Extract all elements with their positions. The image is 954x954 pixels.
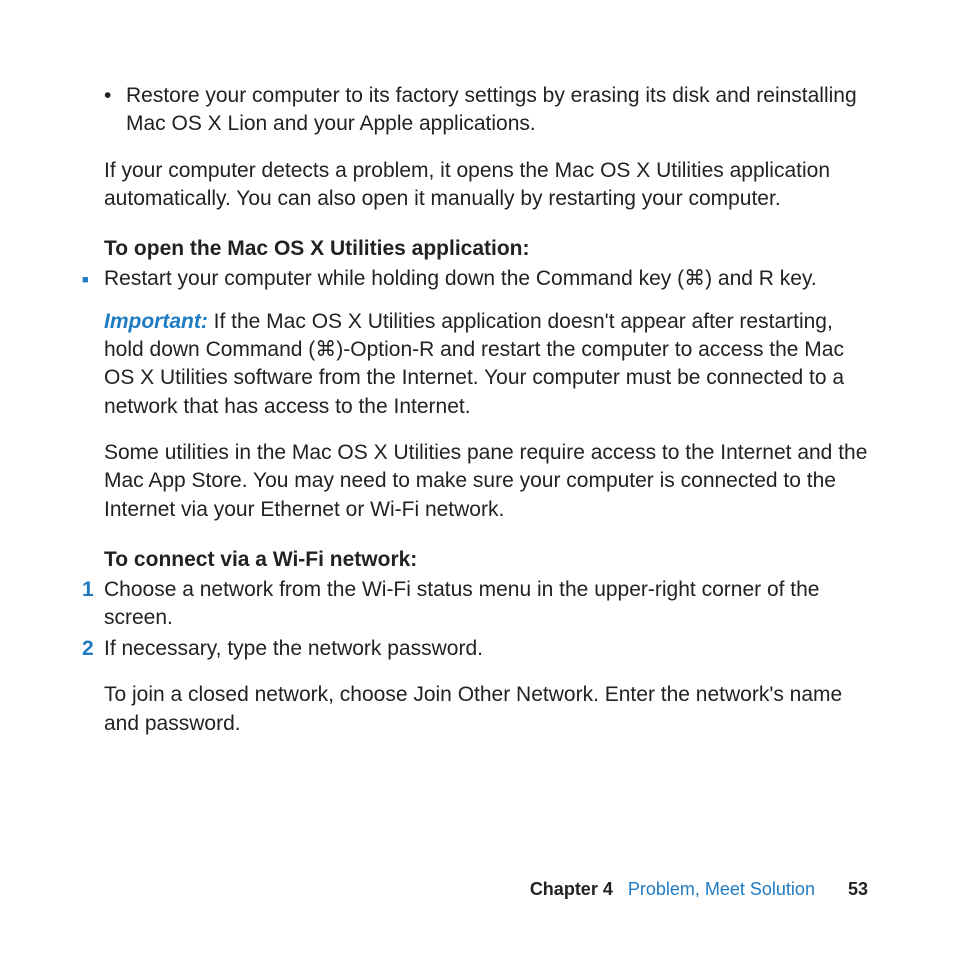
footer-page-number: 53 [848, 879, 868, 899]
step-text: Choose a network from the Wi-Fi status m… [104, 576, 868, 633]
bullet-mark: • [104, 82, 126, 139]
page-footer: Chapter 4 Problem, Meet Solution 53 [530, 879, 868, 900]
paragraph: Some utilities in the Mac OS X Utilities… [104, 439, 868, 524]
square-bullet-text: Restart your computer while holding down… [104, 265, 868, 293]
important-label: Important: [104, 310, 214, 333]
section-heading: To connect via a Wi-Fi network: [104, 548, 868, 572]
square-bullet-icon: ■ [82, 265, 104, 288]
paragraph: If your computer detects a problem, it o… [104, 157, 868, 214]
bullet-text: Restore your computer to its factory set… [126, 82, 868, 139]
document-page: • Restore your computer to its factory s… [0, 0, 954, 954]
important-paragraph: Important: If the Mac OS X Utilities app… [104, 308, 868, 421]
numbered-step: 1 Choose a network from the Wi-Fi status… [82, 576, 868, 633]
step-number: 1 [82, 576, 104, 604]
numbered-step: 2 If necessary, type the network passwor… [82, 635, 868, 663]
footer-title: Problem, Meet Solution [628, 879, 815, 899]
step-number: 2 [82, 635, 104, 663]
bullet-item: • Restore your computer to its factory s… [104, 82, 868, 139]
square-bullet-item: ■ Restart your computer while holding do… [82, 265, 868, 293]
footer-chapter: Chapter 4 [530, 879, 613, 899]
paragraph: To join a closed network, choose Join Ot… [104, 681, 868, 738]
section-heading: To open the Mac OS X Utilities applicati… [104, 237, 868, 261]
important-text: If the Mac OS X Utilities application do… [104, 310, 844, 418]
step-text: If necessary, type the network password. [104, 635, 868, 663]
